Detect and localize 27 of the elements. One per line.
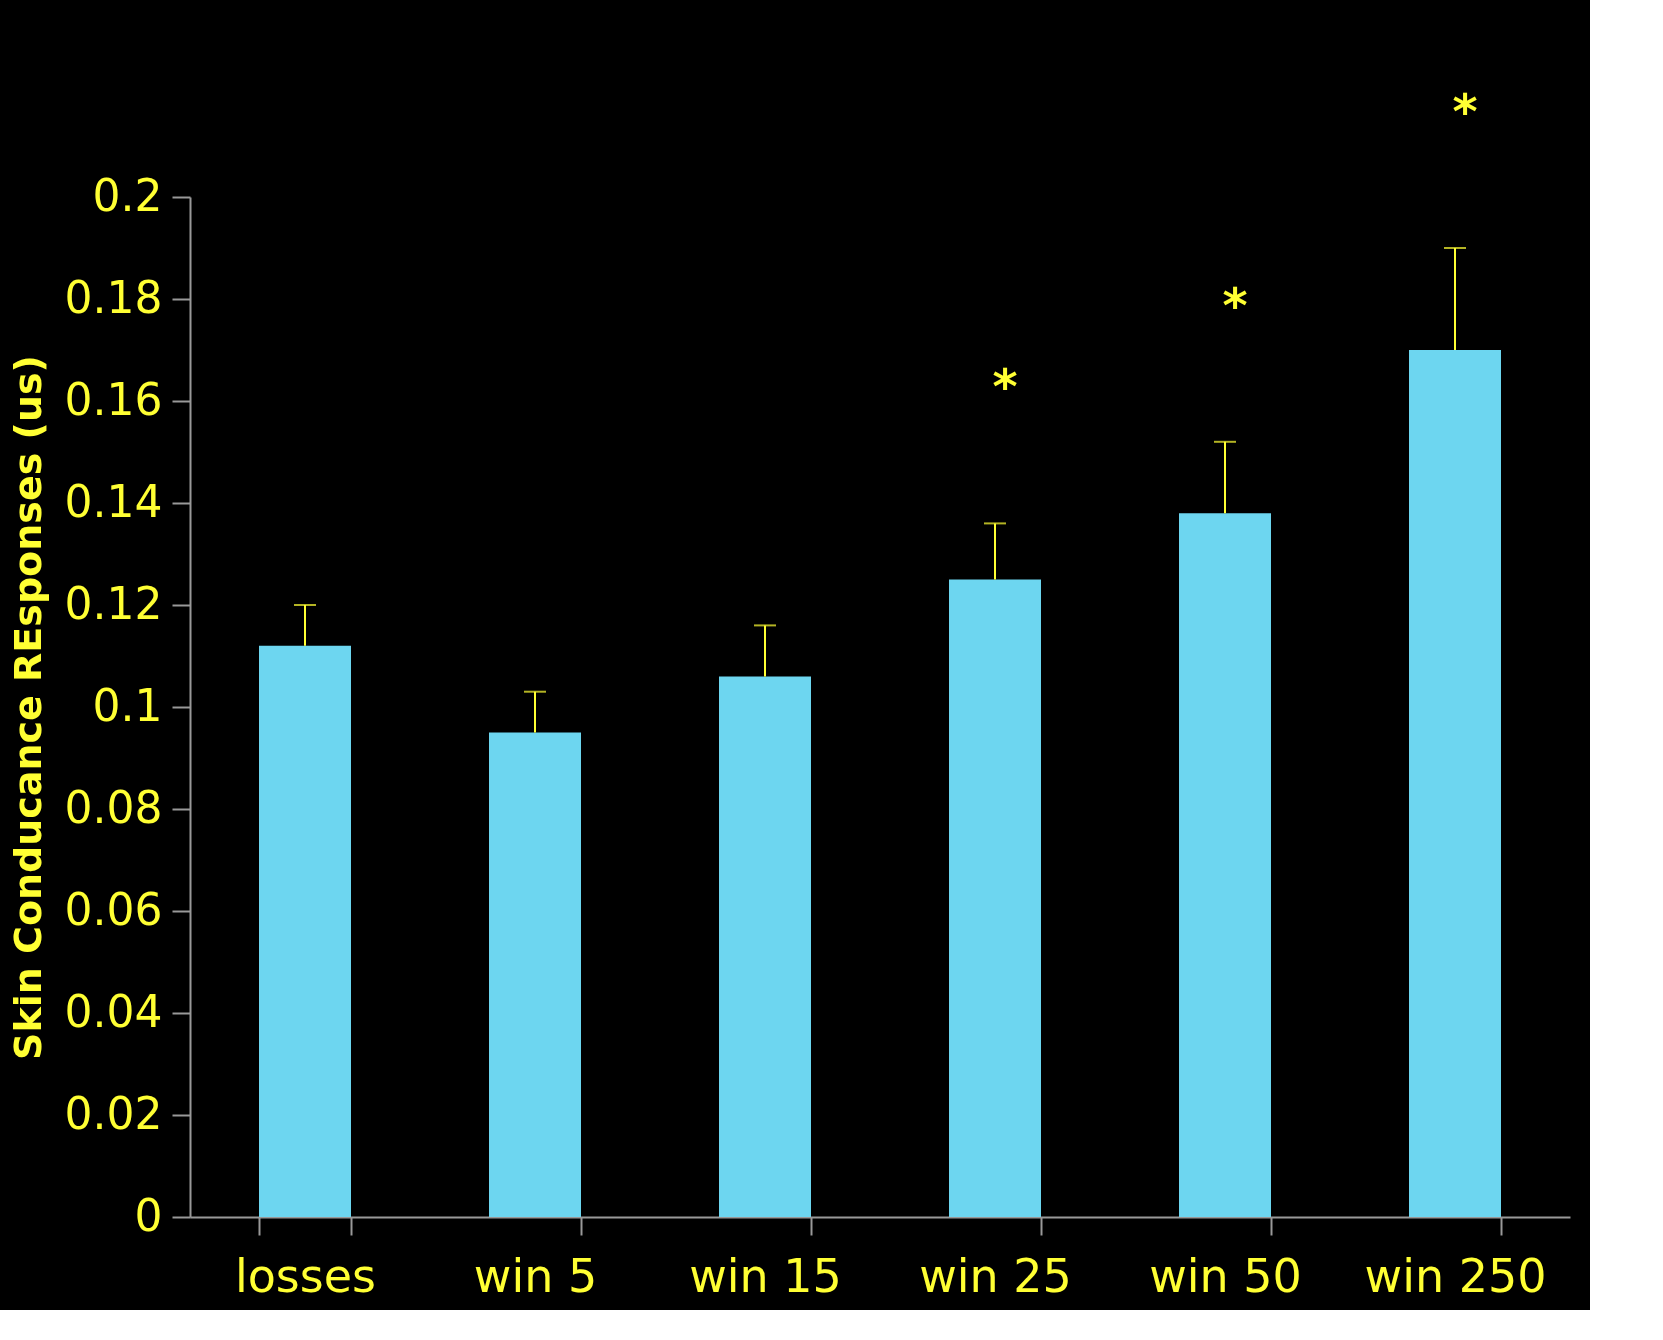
y-tick-label: 0.2 — [92, 169, 163, 221]
x-tick-label: win 50 — [1149, 1248, 1302, 1303]
y-tick-label: 0.16 — [64, 373, 163, 425]
y-tick-label: 0.02 — [64, 1087, 163, 1139]
y-tick-label: 0.12 — [64, 577, 163, 629]
annotation: * — [992, 358, 1018, 415]
bar — [719, 676, 811, 1217]
bar — [949, 579, 1041, 1217]
text: * — [1452, 83, 1478, 139]
x-tick-label: win 5 — [473, 1248, 598, 1303]
y-tick-label: 0.14 — [64, 475, 163, 527]
bar — [489, 732, 581, 1217]
x-tick-label: losses — [234, 1248, 377, 1303]
x-tick-label: win 15 — [689, 1248, 842, 1303]
x-tick-label: win 25 — [919, 1248, 1072, 1303]
y-tick-label: 0.06 — [64, 883, 163, 935]
bar — [1409, 350, 1501, 1217]
y-tick-label: 0.1 — [92, 679, 163, 731]
annotation: * — [1222, 276, 1248, 333]
y-tick-label: 0 — [134, 1189, 163, 1241]
y-tick-label: 0.04 — [64, 985, 163, 1037]
bar — [1179, 513, 1271, 1217]
bar — [259, 645, 351, 1217]
y-tick-label: 0.08 — [64, 781, 163, 833]
y-axis-title: Skin Conducance REsponses (us) — [5, 355, 50, 1060]
x-tick-label: win 250 — [1364, 1248, 1547, 1303]
y-tick-label: 0.18 — [64, 271, 163, 323]
